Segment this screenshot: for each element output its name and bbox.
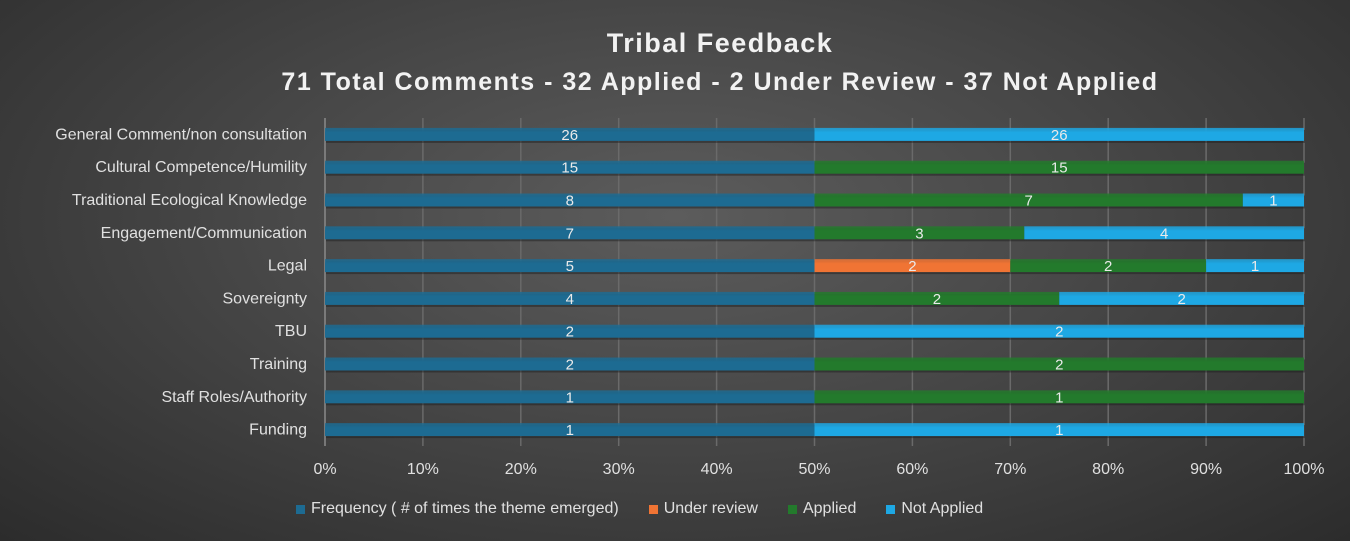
category-label: TBU	[275, 323, 307, 340]
legend-item: Not Applied	[886, 500, 983, 518]
bar-segment-frequency	[325, 160, 815, 174]
legend-item: Applied	[787, 500, 857, 518]
data-label: 8	[566, 193, 574, 210]
x-tick-label: 100%	[1284, 461, 1325, 478]
data-label: 2	[566, 357, 574, 374]
legend-swatch	[648, 504, 658, 514]
category-label: Cultural Competence/Humility	[95, 159, 307, 176]
bar-segment-applied	[814, 193, 1243, 207]
data-label: 1	[566, 389, 574, 406]
x-tick-label: 50%	[798, 461, 830, 478]
data-label: 4	[1160, 225, 1168, 242]
x-tick-label: 60%	[896, 461, 928, 478]
bar-segment-applied	[814, 291, 1060, 305]
category-label: Legal	[268, 258, 307, 275]
bar-segment-under	[814, 259, 1011, 273]
bar-segment-not	[814, 324, 1304, 338]
legend-item: Frequency ( # of times the theme emerged…	[296, 500, 619, 518]
data-label: 1	[566, 422, 574, 439]
category-label: Traditional Ecological Knowledge	[72, 192, 307, 209]
data-label: 2	[1104, 258, 1112, 275]
legend-item: Under review	[648, 500, 758, 518]
data-label: 2	[1177, 291, 1185, 308]
x-tick-label: 40%	[701, 461, 733, 478]
bar-segment-not	[1024, 226, 1304, 240]
legend-label: Under review	[663, 500, 758, 517]
category-label: Funding	[249, 422, 307, 439]
x-tick-label: 20%	[505, 461, 537, 478]
bar-segment-frequency	[325, 259, 815, 273]
data-label: 2	[908, 258, 916, 275]
bar-segment-frequency	[325, 390, 815, 404]
data-label: 2	[566, 324, 574, 341]
bar-segment-frequency	[325, 226, 815, 240]
bar-segment-frequency	[325, 357, 815, 371]
legend-label: Not Applied	[901, 500, 984, 517]
data-label: 15	[561, 160, 578, 177]
x-tick-label: 30%	[603, 461, 635, 478]
data-label: 2	[1055, 357, 1063, 374]
bar-segment-applied	[1010, 259, 1207, 273]
data-label: 7	[566, 225, 574, 242]
data-label: 3	[915, 225, 923, 242]
data-label: 5	[566, 258, 574, 275]
chart-subtitle: 71 Total Comments - 32 Applied - 2 Under…	[281, 68, 1159, 96]
data-label: 2	[933, 291, 941, 308]
legend-swatch	[296, 504, 305, 514]
bar-segment-applied	[814, 160, 1304, 174]
bar-segment-not	[814, 423, 1304, 437]
chart-title: Tribal Feedback	[606, 28, 834, 58]
data-label: 15	[1051, 160, 1068, 177]
data-label: 7	[1024, 193, 1032, 210]
legend-swatch	[787, 504, 797, 514]
data-label: 1	[1251, 258, 1259, 275]
legend: Frequency ( # of times the theme emerged…	[296, 500, 1013, 518]
bar-segment-applied	[814, 226, 1025, 240]
category-label: Training	[250, 356, 307, 373]
data-label: 2	[1055, 324, 1063, 341]
data-label: 1	[1055, 422, 1063, 439]
bar-segment-not	[814, 127, 1304, 141]
bar-segment-frequency	[325, 423, 815, 437]
bar-segment-not	[1206, 259, 1304, 273]
bar-segment-not	[1059, 291, 1304, 305]
bar-segment-frequency	[325, 193, 815, 207]
bar-segment-frequency	[325, 324, 815, 338]
data-label: 26	[561, 127, 578, 144]
category-label: Engagement/Communication	[101, 225, 307, 242]
legend-swatch	[886, 504, 896, 514]
x-tick-label: 10%	[407, 461, 439, 478]
bar-segment-not	[1242, 193, 1304, 207]
x-tick-label: 80%	[1092, 461, 1124, 478]
data-label: 1	[1269, 193, 1277, 210]
data-label: 4	[566, 291, 574, 308]
category-label: Sovereignty	[223, 290, 308, 307]
data-label: 1	[1055, 389, 1063, 406]
x-tick-label: 70%	[994, 461, 1026, 478]
bar-segment-frequency	[325, 127, 815, 141]
bar-segment-frequency	[325, 291, 815, 305]
legend-label: Frequency ( # of times the theme emerged…	[311, 500, 619, 517]
x-tick-label: 0%	[313, 461, 336, 478]
bar-segment-applied	[814, 390, 1304, 404]
bar-segment-applied	[814, 357, 1304, 371]
data-label: 26	[1051, 127, 1068, 144]
category-label: General Comment/non consultation	[55, 126, 307, 143]
x-tick-label: 90%	[1190, 461, 1222, 478]
category-label: Staff Roles/Authority	[161, 389, 307, 406]
legend-label: Applied	[802, 500, 857, 517]
